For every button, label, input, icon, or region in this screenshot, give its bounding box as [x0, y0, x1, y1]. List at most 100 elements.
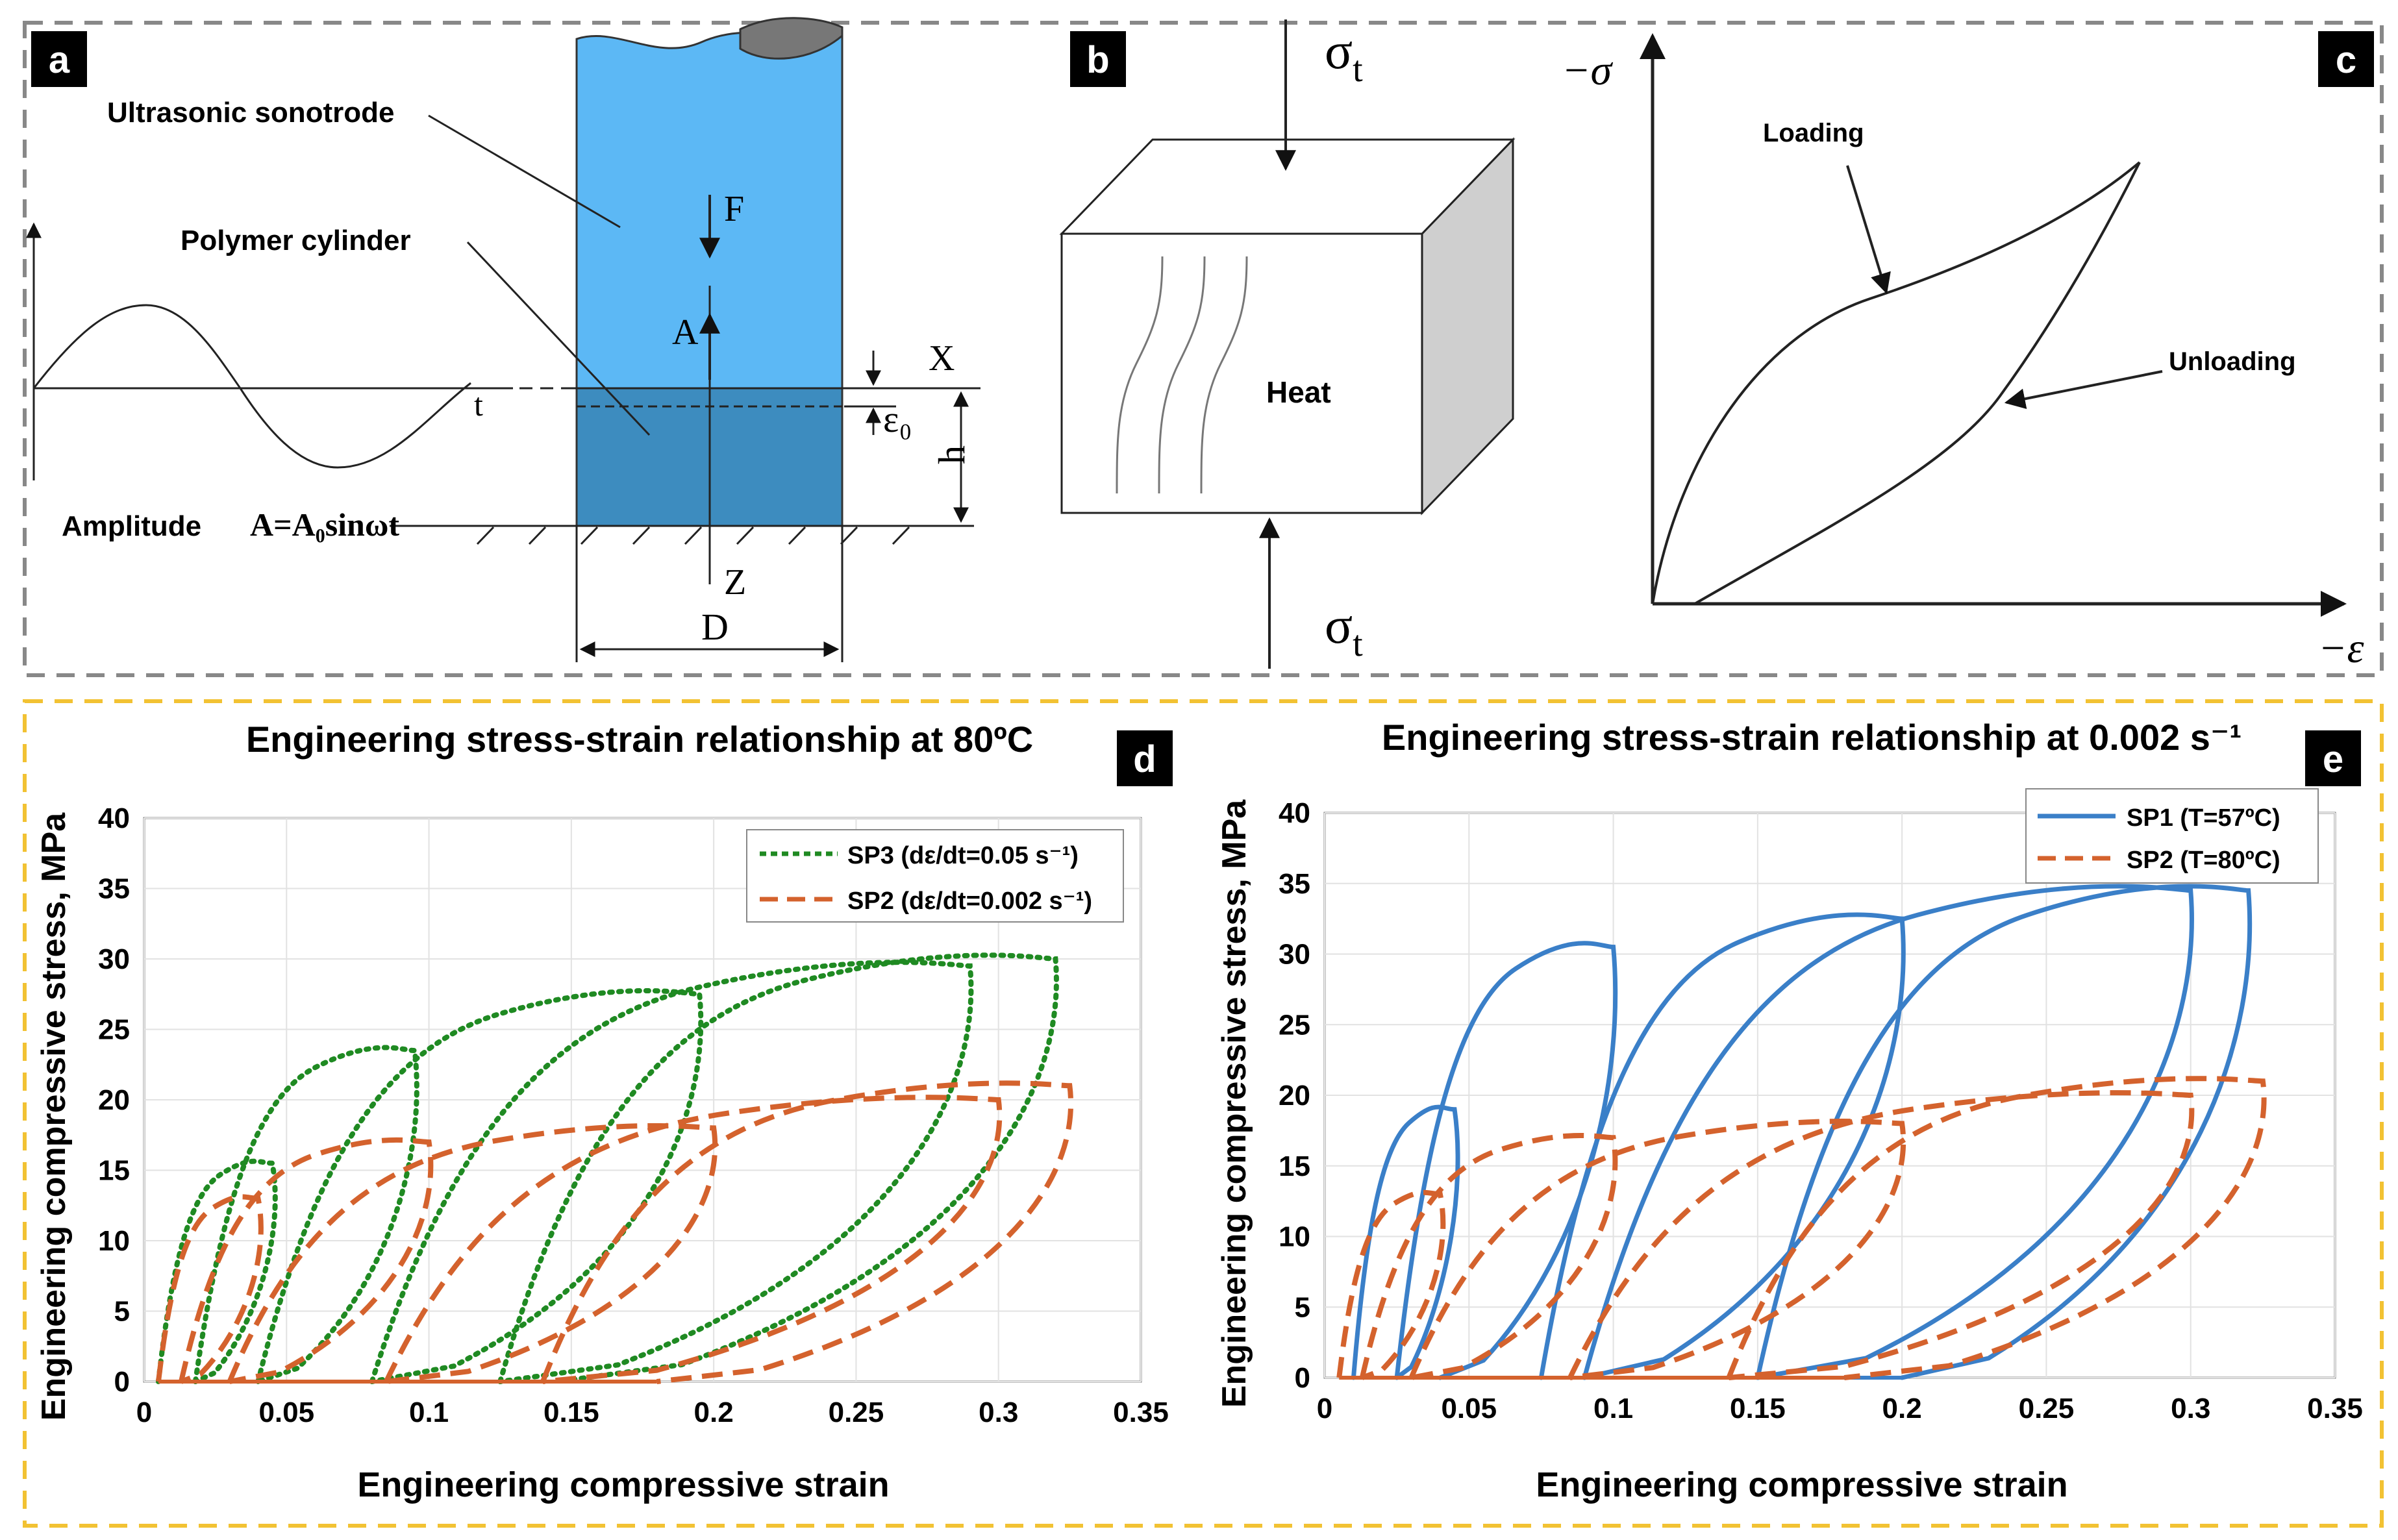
chart-e-ytick-label: 40 [1279, 797, 1310, 829]
chart-e-ytick-label: 35 [1279, 868, 1310, 900]
panel-b: b Heat σt σt [1059, 19, 1516, 669]
z-label: Z [724, 562, 746, 602]
force-label: F [724, 189, 744, 229]
chart-d-ticks: 0 0.05 0.1 0.15 0.2 0.25 0.3 0.35 0 5 10 15 20 25 30 35… [98, 802, 1169, 1428]
chart-d-legend [746, 829, 1124, 923]
chart-e-sp2-loop-2 [1359, 1133, 1618, 1380]
chart-e-title: Engineering stress-strain relationship a… [1382, 717, 2242, 758]
chart-e-xlabel: Engineering compressive strain [1536, 1465, 2067, 1504]
badge-a-text: a [49, 39, 70, 81]
badge-a [31, 31, 87, 87]
chart-d-xtick-label: 0.25 [829, 1397, 884, 1428]
chart-d-ytick-label: 40 [98, 802, 130, 834]
chart-d-xtick-label: 0.2 [694, 1397, 734, 1428]
chart-d-legend-sp3: SP3 (dε/dt=0.05 s⁻¹) [847, 842, 1079, 869]
chart-e-ytick-label: 30 [1279, 939, 1310, 971]
chart-e-sp2-loop-4 [1567, 1090, 2195, 1380]
t-label: t [474, 386, 483, 423]
chart-d-ytick-label: 10 [98, 1225, 130, 1257]
chart-e-ytick-label: 5 [1295, 1291, 1310, 1323]
chart-e-ticks: 0 0.05 0.1 0.15 0.2 0.25 0.3 0.35 0 5 10 15 20 25 30 35… [1279, 797, 2363, 1424]
badge-b-text: b [1086, 39, 1109, 81]
amplitude-A-label: A [672, 312, 699, 353]
chart-d-sp2-loop-5 [540, 1080, 1074, 1384]
chart-d-ytick-label: 15 [98, 1155, 130, 1187]
chart-d: 0 0.05 0.1 0.15 0.2 0.25 0.3 0.35 0 5 10 15 20 25 30 35… [35, 719, 1173, 1504]
chart-d-sp3-loop-3 [255, 988, 704, 1384]
x-label: X [929, 338, 955, 379]
chart-e-xtick-label: 0 [1317, 1393, 1332, 1424]
chart-e-xtick-label: 0.15 [1730, 1393, 1786, 1424]
chart-e-sp1-loop-3 [1538, 912, 1906, 1380]
loading-arrow [1846, 165, 1891, 295]
panel-c: c −σ −ε Loading Unloading [1562, 31, 2374, 672]
unloading-arrow [2004, 370, 2163, 410]
chart-e-ytick-label: 25 [1279, 1009, 1310, 1041]
badge-d-text: d [1133, 738, 1156, 780]
chart-e-ytick-label: 0 [1295, 1362, 1310, 1394]
chart-e-sp2-loop-5 [1726, 1076, 2267, 1380]
cylinder-leader [466, 241, 651, 436]
chart-e-xtick-label: 0.35 [2307, 1393, 2363, 1424]
loading-label: Loading [1763, 119, 1864, 147]
chart-d-ytick-label: 35 [98, 873, 130, 905]
sonotrode-leader [428, 114, 621, 229]
chart-d-xtick-label: 0.05 [258, 1397, 314, 1428]
sigma-top-label: σt [1325, 23, 1363, 90]
chart-d-xtick-label: 0.1 [409, 1397, 449, 1428]
chart-e-sp2-loop-1 [1336, 1189, 1446, 1380]
chart-d-xlabel: Engineering compressive strain [357, 1465, 889, 1504]
badge-d [1117, 730, 1173, 786]
ground-hatch [476, 526, 910, 545]
heat-label: Heat [1266, 375, 1331, 409]
badge-b [1070, 31, 1126, 87]
top-panel-border [23, 21, 2384, 677]
chart-d-ytick-label: 30 [98, 943, 130, 975]
panel-a: a F A Z D ε₀ X [26, 17, 980, 662]
amplitude-label: Amplitude [62, 510, 201, 542]
c-y-axis-label: −σ [1562, 47, 1614, 94]
chart-e-xtick-label: 0.25 [2019, 1393, 2075, 1424]
badge-e [2305, 730, 2361, 786]
chart-e-legend [2025, 788, 2319, 884]
chart-e-xtick-label: 0.2 [1882, 1393, 1922, 1424]
chart-d-ytick-label: 0 [114, 1366, 130, 1398]
chart-d-xtick-label: 0.35 [1113, 1397, 1169, 1428]
sigma-bottom-label: σt [1325, 597, 1363, 664]
chart-d-legend-sp2: SP2 (dε/dt=0.002 s⁻¹) [847, 888, 1092, 915]
chart-e-series [1336, 884, 2267, 1380]
chart-e-ytick-label: 20 [1279, 1080, 1310, 1112]
chart-e-sp1-loop-4 [1582, 884, 2194, 1380]
loading-curve [1651, 161, 2141, 604]
chart-e-sp2-loop-3 [1408, 1119, 1906, 1380]
chart-d-series [155, 952, 1074, 1384]
sine-wave [32, 304, 471, 469]
chart-e-legend-sp2: SP2 (T=80ºC) [2127, 847, 2280, 874]
bottom-panel-border [23, 699, 2384, 1528]
chart-e-xtick-label: 0.3 [2171, 1393, 2210, 1424]
chart-e-legend-sp1: SP1 (T=57ºC) [2127, 804, 2280, 832]
chart-d-sp2-loop-1 [155, 1194, 264, 1384]
chart-e-xtick-label: 0.05 [1441, 1393, 1497, 1424]
chart-d-sp3-loop-2 [192, 1045, 419, 1384]
chart-d-sp2-loop-2 [179, 1137, 434, 1384]
eps-label: ε₀ [883, 398, 912, 440]
chart-d-ytick-label: 25 [98, 1014, 130, 1046]
badge-c-text: c [2336, 39, 2356, 81]
cylinder-label: Polymer cylinder [181, 225, 411, 256]
chart-d-ytick-label: 5 [114, 1296, 130, 1328]
chart-e-sp1-loop-1 [1351, 1104, 1460, 1380]
badge-e-text: e [2323, 738, 2343, 780]
sonotrode-cut-edge [739, 17, 843, 60]
sonotrode-label: Ultrasonic sonotrode [107, 97, 395, 129]
chart-e-xtick-label: 0.1 [1593, 1393, 1633, 1424]
h-label: h [930, 445, 973, 464]
chart-d-ylabel: Engineering compressive stress, MPa [35, 812, 73, 1421]
chart-d-xtick-label: 0.3 [979, 1397, 1018, 1428]
badge-c [2318, 31, 2374, 87]
d-label: D [701, 606, 729, 648]
unloading-label: Unloading [2169, 347, 2296, 376]
chart-d-sp2-loop-4 [384, 1095, 1003, 1384]
chart-e-grid [1324, 812, 2336, 1378]
